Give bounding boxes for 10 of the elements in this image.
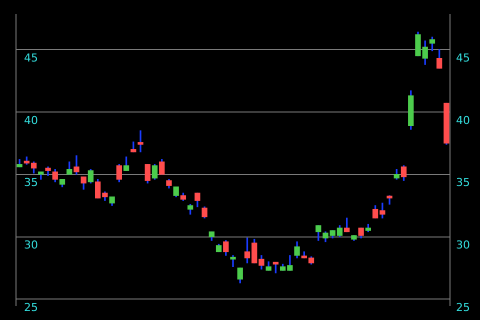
y2-tick-label: 25	[456, 301, 470, 314]
y-tick-label: 25	[24, 301, 38, 314]
y-tick-label: 30	[24, 238, 38, 252]
y-tick-label: 40	[24, 114, 38, 127]
y2-tick-label: 35	[456, 176, 470, 190]
y2-tick-label: 45	[456, 51, 470, 64]
y2-tick-label: 30	[456, 238, 470, 252]
y-tick-label: 45	[24, 51, 38, 64]
y2-tick-label: 40	[456, 114, 470, 127]
y-tick-label: 35	[24, 176, 38, 190]
